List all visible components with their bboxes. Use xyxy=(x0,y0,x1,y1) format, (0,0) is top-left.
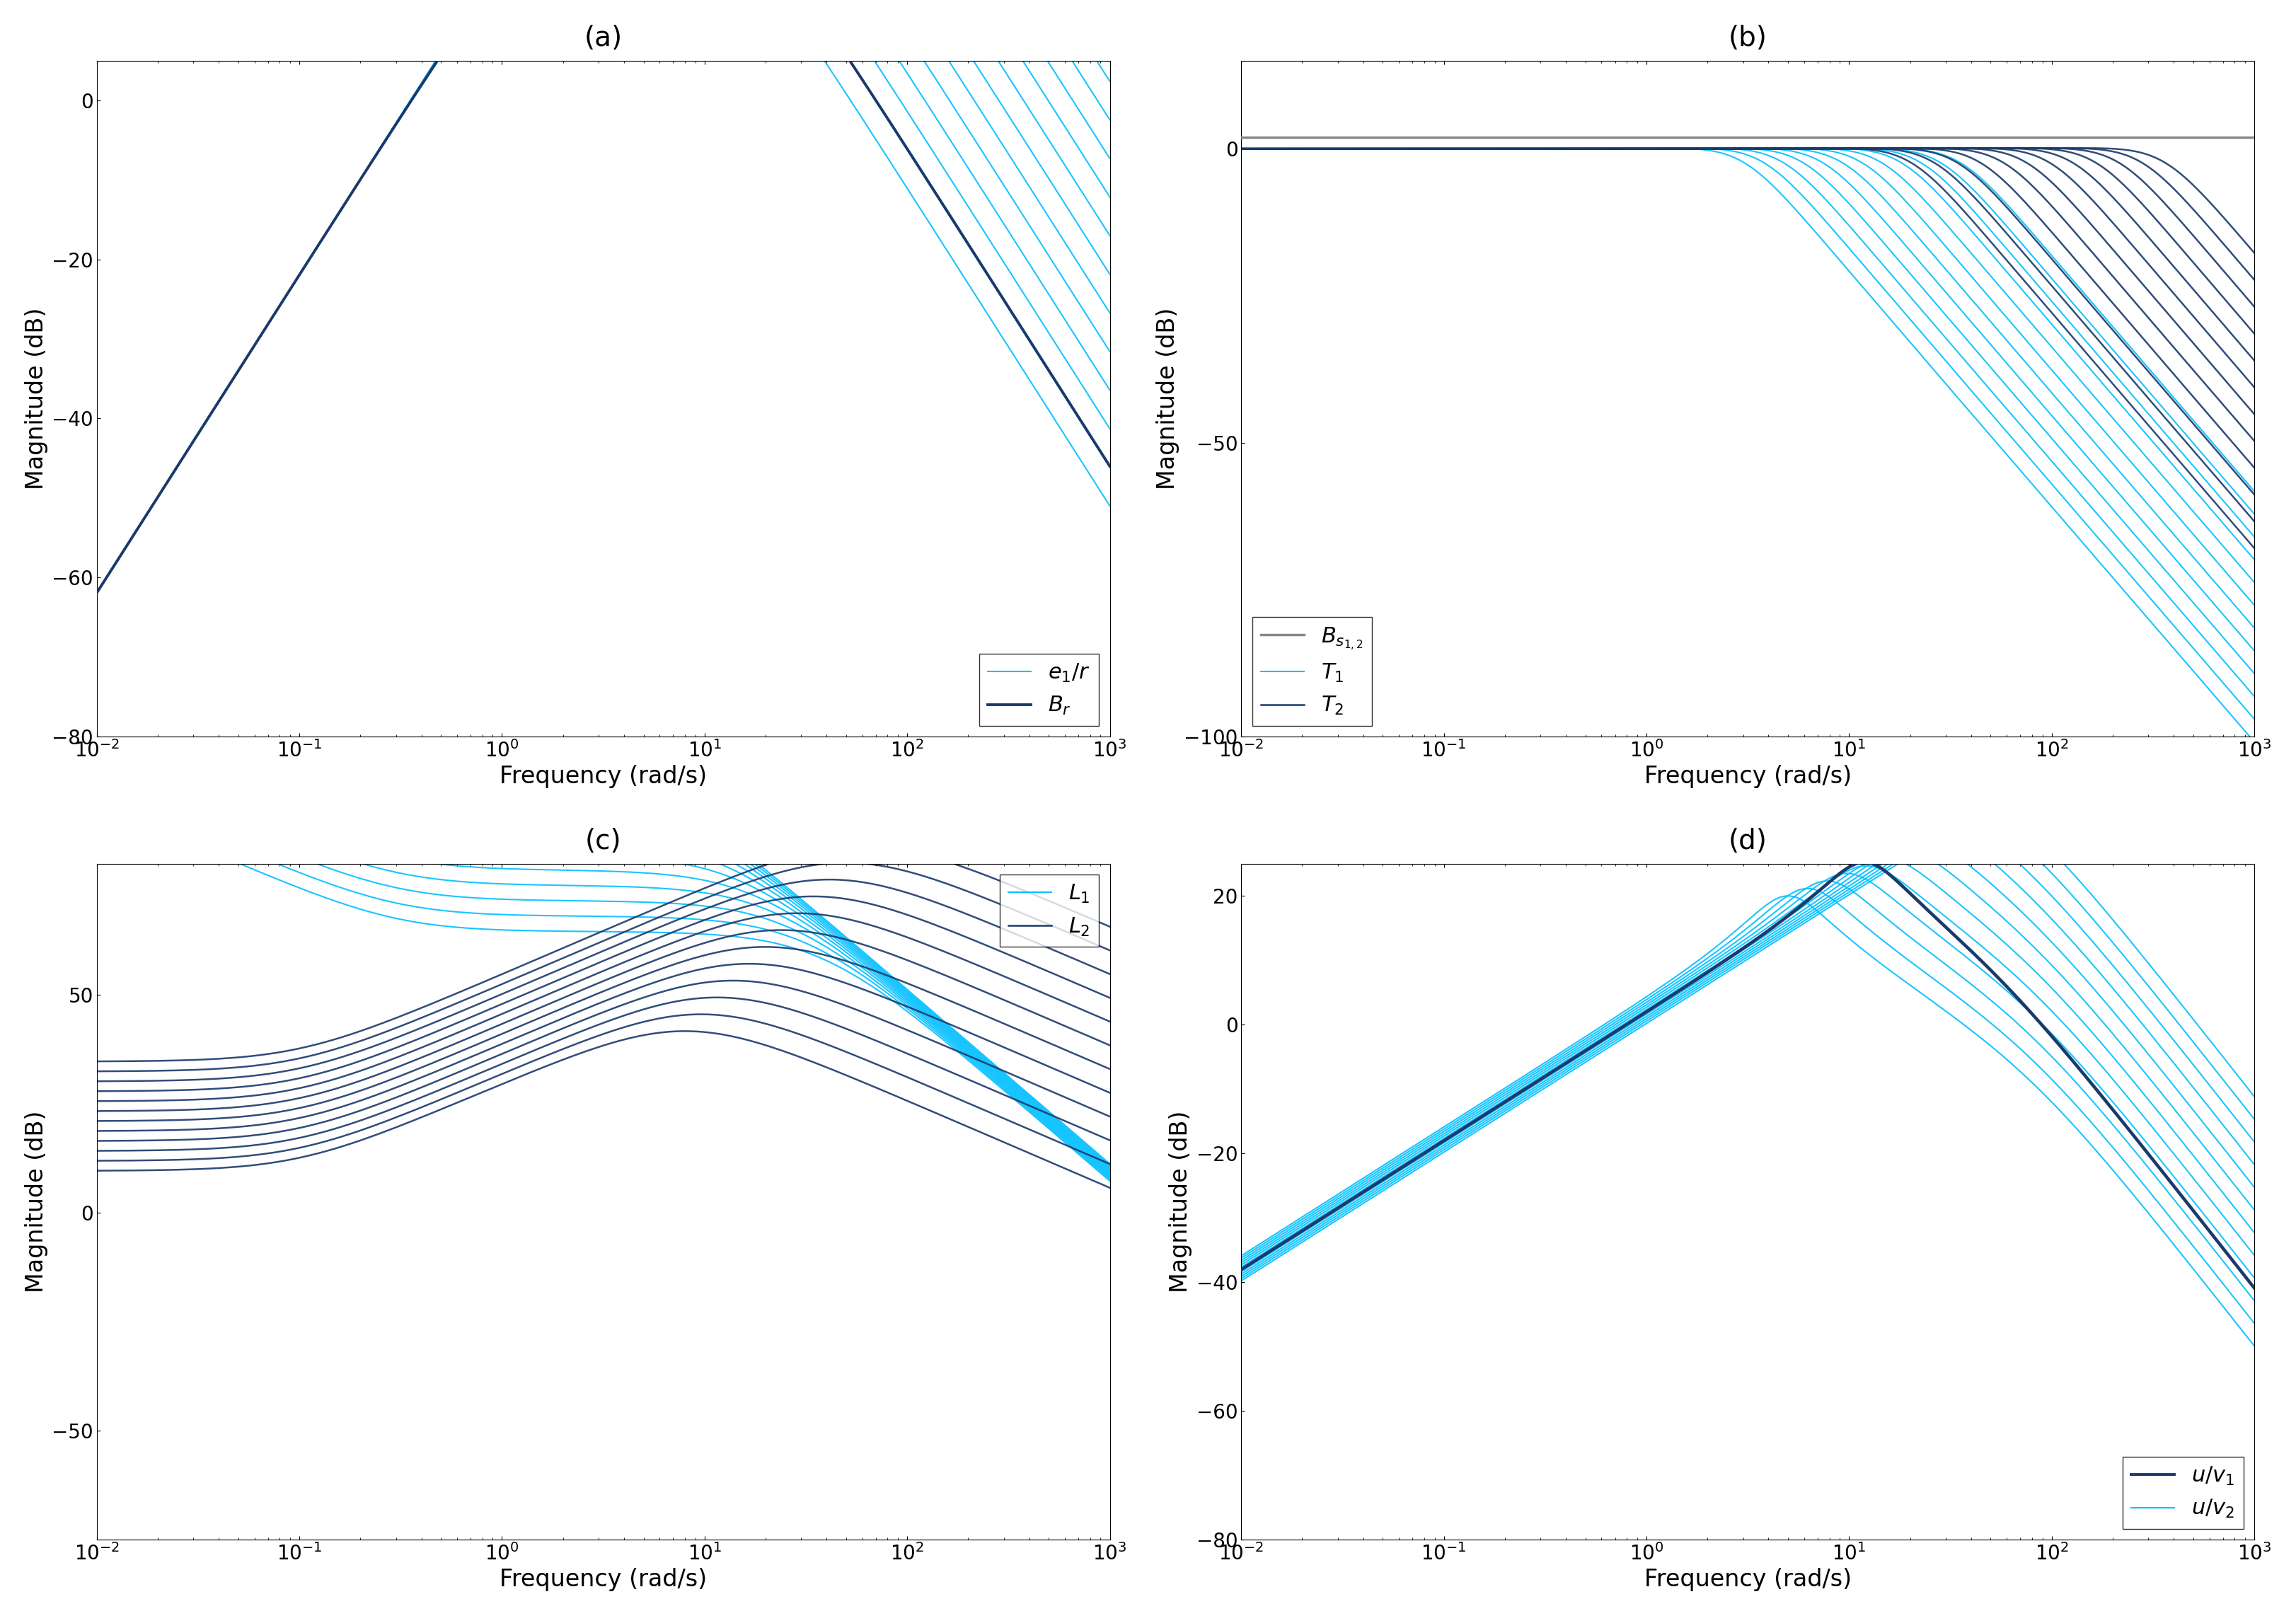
X-axis label: Frequency (rad/s): Frequency (rad/s) xyxy=(1644,764,1851,789)
Title: (b): (b) xyxy=(1729,24,1768,52)
Title: (a): (a) xyxy=(583,24,622,52)
Y-axis label: Magnitude (dB): Magnitude (dB) xyxy=(1157,307,1180,490)
X-axis label: Frequency (rad/s): Frequency (rad/s) xyxy=(501,1568,707,1592)
Y-axis label: Magnitude (dB): Magnitude (dB) xyxy=(1169,1110,1192,1293)
Title: (c): (c) xyxy=(585,827,622,855)
Y-axis label: Magnitude (dB): Magnitude (dB) xyxy=(25,307,48,490)
Legend: $L_1$, $L_2$: $L_1$, $L_2$ xyxy=(999,874,1100,947)
Legend: $B_{s_{1,2}}$, $T_1$, $T_2$: $B_{s_{1,2}}$, $T_1$, $T_2$ xyxy=(1251,617,1371,726)
Y-axis label: Magnitude (dB): Magnitude (dB) xyxy=(25,1110,48,1293)
Legend: $u/v_1$, $u/v_2$: $u/v_1$, $u/v_2$ xyxy=(2122,1456,2243,1529)
X-axis label: Frequency (rad/s): Frequency (rad/s) xyxy=(501,764,707,789)
Legend: $e_1/r$, $B_r$: $e_1/r$, $B_r$ xyxy=(978,653,1100,726)
X-axis label: Frequency (rad/s): Frequency (rad/s) xyxy=(1644,1568,1851,1592)
Title: (d): (d) xyxy=(1729,827,1768,855)
